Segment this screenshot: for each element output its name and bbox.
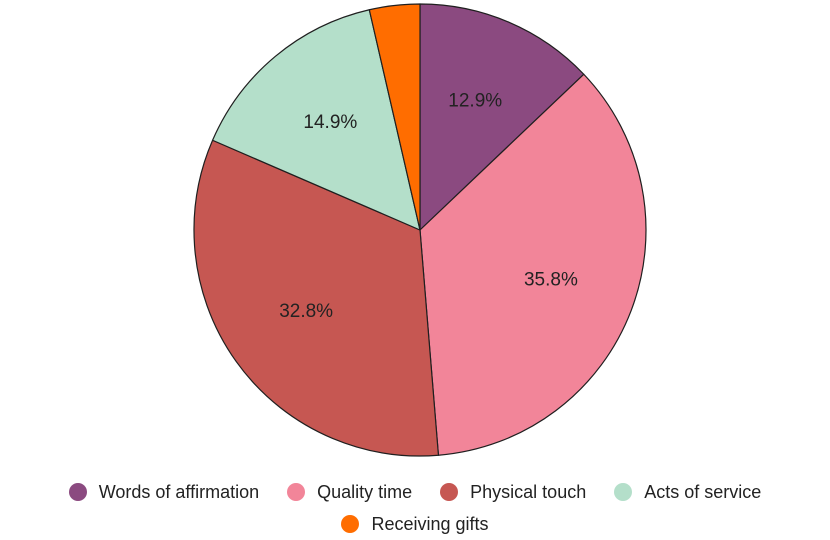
legend-label-acts-of-service: Acts of service	[644, 481, 762, 502]
legend-item-acts-of-service[interactable]: Acts of service	[614, 482, 761, 503]
pie-plot-area: 12.9% 35.8% 32.8% 14.9%	[193, 3, 647, 457]
legend-label-physical-touch: Physical touch	[470, 481, 587, 502]
pie-slice-physical-touch	[193, 139, 440, 457]
pie-slice-acts-of-service	[211, 9, 421, 231]
legend-item-quality-time[interactable]: Quality time	[287, 482, 412, 503]
legend-swatch-physical-touch	[440, 483, 459, 501]
legend-item-receiving-gifts[interactable]: Receiving gifts	[341, 513, 489, 535]
legend-label-receiving-gifts: Receiving gifts	[371, 513, 489, 534]
legend-label-quality-time: Quality time	[317, 481, 413, 502]
slice-label-acts-of-service: 14.9%	[303, 112, 357, 133]
legend-swatch-receiving-gifts	[341, 515, 360, 533]
pie-slice-receiving-gifts	[368, 3, 421, 231]
slice-label-physical-touch: 32.8%	[279, 301, 333, 322]
pie-slice-quality-time	[419, 73, 647, 456]
pie-slice-words-of-affirmation	[419, 3, 585, 231]
legend-row: Words of affirmation Quality time Physical…	[0, 476, 830, 508]
slice-label-quality-time: 35.8%	[524, 269, 578, 290]
slice-label-words-of-affirmation: 12.9%	[448, 91, 502, 112]
legend-swatch-quality-time	[287, 483, 306, 501]
legend-item-words-of-affirmation[interactable]: Words of affirmation	[68, 481, 260, 503]
legend-item-physical-touch[interactable]: Physical touch	[440, 482, 586, 503]
legend-swatch-acts-of-service	[614, 483, 633, 501]
pie-slices	[193, 3, 647, 457]
legend-swatch-words-of-affirmation	[68, 483, 87, 501]
legend-label-words-of-affirmation: Words of affirmation	[98, 481, 260, 502]
legend-row: Receiving gifts	[0, 508, 830, 540]
chart-legend: Words of affirmation Quality time Physical…	[0, 476, 830, 540]
pie-slice-labels: 12.9% 35.8% 32.8% 14.9%	[279, 91, 578, 322]
